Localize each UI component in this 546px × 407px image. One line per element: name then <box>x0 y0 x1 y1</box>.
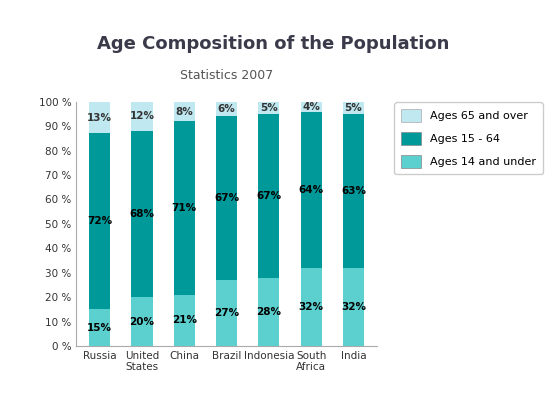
Text: 13%: 13% <box>87 113 112 123</box>
Text: 67%: 67% <box>214 193 239 203</box>
Bar <box>258 102 280 114</box>
Bar <box>132 131 152 297</box>
Bar <box>216 102 237 116</box>
Text: 12%: 12% <box>129 112 155 121</box>
Bar <box>343 102 364 114</box>
Bar <box>216 280 237 346</box>
Text: 27%: 27% <box>214 308 239 318</box>
Legend: Ages 65 and over, Ages 15 - 64, Ages 14 and under: Ages 65 and over, Ages 15 - 64, Ages 14 … <box>394 103 543 174</box>
Text: 32%: 32% <box>299 302 324 312</box>
Text: 28%: 28% <box>257 307 281 317</box>
Bar <box>89 102 110 133</box>
Bar <box>258 278 280 346</box>
Bar <box>343 268 364 346</box>
Bar <box>216 116 237 280</box>
Text: Statistics 2007: Statistics 2007 <box>180 69 273 82</box>
Text: 68%: 68% <box>129 209 155 219</box>
Text: 32%: 32% <box>341 302 366 312</box>
Bar <box>89 309 110 346</box>
Bar <box>132 102 152 131</box>
Text: 4%: 4% <box>302 102 320 112</box>
Bar <box>174 102 195 121</box>
Text: 8%: 8% <box>175 107 193 116</box>
Bar <box>258 114 280 278</box>
Text: 6%: 6% <box>218 104 235 114</box>
Text: 5%: 5% <box>260 103 278 113</box>
Bar <box>301 268 322 346</box>
Text: 67%: 67% <box>256 191 281 201</box>
Text: Age Composition of the Population: Age Composition of the Population <box>97 35 449 53</box>
Bar <box>174 295 195 346</box>
Bar <box>89 133 110 309</box>
Bar <box>132 297 152 346</box>
Text: 21%: 21% <box>172 315 197 325</box>
Text: 15%: 15% <box>87 323 112 333</box>
Bar <box>174 121 195 295</box>
Bar <box>301 112 322 268</box>
Text: 64%: 64% <box>299 185 324 195</box>
Text: 63%: 63% <box>341 186 366 196</box>
Text: 5%: 5% <box>345 103 363 113</box>
Text: 72%: 72% <box>87 217 112 226</box>
Bar <box>343 114 364 268</box>
Bar <box>301 102 322 112</box>
Text: 71%: 71% <box>172 203 197 213</box>
Text: 20%: 20% <box>129 317 155 326</box>
